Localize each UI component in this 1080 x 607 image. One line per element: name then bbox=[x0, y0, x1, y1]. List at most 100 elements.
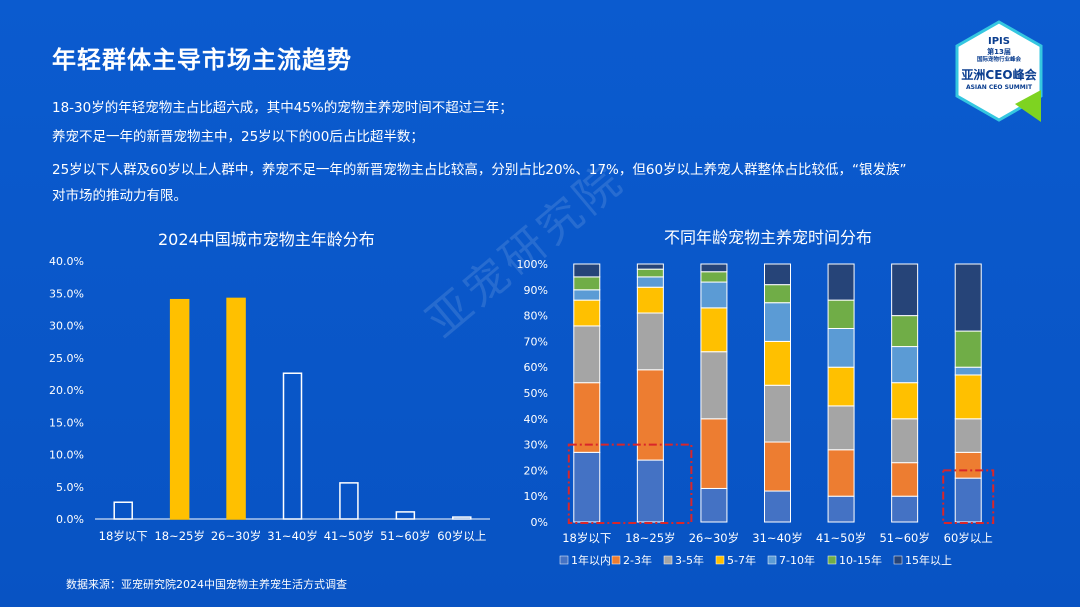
logo-ipis: IPIS bbox=[988, 36, 1010, 47]
stacked-segment bbox=[891, 382, 919, 420]
y-tick-label: 0.0% bbox=[56, 513, 84, 526]
stacked-segment bbox=[764, 490, 791, 523]
legend-label: 3-5年 bbox=[675, 553, 704, 567]
stacked-segment bbox=[636, 459, 664, 523]
x-tick-label: 41~50岁 bbox=[816, 531, 866, 545]
stacked-segment bbox=[573, 382, 601, 453]
bar bbox=[395, 511, 416, 520]
stacked-segment bbox=[764, 384, 791, 443]
legend-swatch bbox=[715, 555, 725, 565]
y-tick-label: 25.0% bbox=[49, 352, 84, 365]
stacked-segment bbox=[891, 418, 919, 464]
stacked-segment bbox=[700, 351, 728, 420]
x-tick-label: 60岁以上 bbox=[437, 529, 486, 543]
stacked-segment bbox=[573, 325, 601, 384]
y-tick-label: 100% bbox=[517, 258, 548, 271]
x-tick-label: 41~50岁 bbox=[324, 529, 374, 543]
x-tick-label: 51~60岁 bbox=[879, 531, 929, 545]
stacked-segment bbox=[827, 263, 855, 301]
x-tick-label: 31~40岁 bbox=[752, 531, 802, 545]
stacked-segment bbox=[891, 315, 919, 348]
stacked-segment bbox=[891, 462, 919, 497]
stacked-segment bbox=[891, 346, 919, 384]
stacked-segment bbox=[827, 449, 855, 497]
stacked-segment bbox=[700, 487, 728, 523]
stacked-segment bbox=[764, 441, 791, 492]
legend-label: 10-15年 bbox=[839, 553, 882, 567]
legend-label: 5-7年 bbox=[727, 553, 756, 567]
x-tick-label: 18岁以下 bbox=[99, 529, 148, 543]
x-tick-label: 51~60岁 bbox=[380, 529, 430, 543]
stacked-segment bbox=[891, 495, 919, 523]
stacked-segment bbox=[573, 289, 601, 301]
stacked-segment bbox=[764, 284, 791, 304]
y-tick-label: 50% bbox=[524, 387, 548, 400]
highlight-box bbox=[942, 469, 995, 524]
y-tick-label: 20% bbox=[524, 464, 548, 477]
stacked-segment bbox=[700, 281, 728, 309]
y-tick-label: 30.0% bbox=[49, 320, 84, 333]
stacked-segment bbox=[954, 477, 982, 523]
stacked-segment bbox=[700, 418, 728, 489]
bar bbox=[452, 516, 472, 520]
stacked-segment bbox=[764, 263, 791, 286]
stacked-segment bbox=[636, 268, 664, 278]
summary-line-3: 25岁以下人群及60岁以上人群中，养宠不足一年的新晋宠物主占比较高，分别占比20… bbox=[52, 162, 907, 178]
stacked-segment bbox=[827, 405, 855, 451]
stacked-segment bbox=[764, 302, 791, 342]
summary-line-4: 对市场的推动力有限。 bbox=[52, 188, 187, 204]
legend-swatch bbox=[767, 555, 777, 565]
y-tick-label: 5.0% bbox=[56, 481, 84, 494]
summary-line-1: 18-30岁的年轻宠物主占比超六成，其中45%的宠物主养宠时间不超过三年； bbox=[52, 100, 513, 116]
bar bbox=[169, 298, 190, 520]
y-tick-label: 70% bbox=[524, 335, 548, 348]
legend-label: 7-10年 bbox=[779, 553, 815, 567]
stacked-segment bbox=[573, 299, 601, 327]
y-tick-label: 35.0% bbox=[49, 287, 84, 300]
legend-swatch bbox=[611, 555, 621, 565]
stacked-segment bbox=[700, 271, 728, 283]
logo-edition: 第13届 bbox=[987, 48, 1011, 56]
y-tick-label: 90% bbox=[524, 284, 548, 297]
x-tick-label: 26~30岁 bbox=[211, 529, 261, 543]
legend-label: 1年以内 bbox=[571, 553, 611, 567]
stacked-segment bbox=[573, 263, 601, 278]
legend-swatch bbox=[827, 555, 837, 565]
y-tick-label: 20.0% bbox=[49, 384, 84, 397]
stacked-segment bbox=[954, 418, 982, 453]
x-tick-label: 18~25岁 bbox=[154, 529, 204, 543]
x-tick-label: 60岁以上 bbox=[944, 531, 993, 545]
stacked-segment bbox=[764, 340, 791, 386]
summit-logo bbox=[955, 20, 1043, 122]
y-tick-label: 40% bbox=[524, 413, 548, 426]
chart1-title: 2024中国城市宠物主年龄分布 bbox=[158, 230, 375, 249]
y-tick-label: 30% bbox=[524, 439, 548, 452]
stacked-segment bbox=[700, 263, 728, 273]
bar bbox=[113, 501, 133, 520]
stacked-segment bbox=[636, 369, 664, 461]
y-tick-label: 0% bbox=[531, 516, 548, 529]
stacked-segment bbox=[827, 366, 855, 407]
y-tick-label: 40.0% bbox=[49, 255, 84, 268]
stacked-segment bbox=[954, 451, 982, 479]
stacked-segment bbox=[636, 286, 664, 314]
summary-line-2: 养宠不足一年的新晋宠物主中，25岁以下的00后占比超半数； bbox=[52, 129, 424, 145]
x-tick-label: 18岁以下 bbox=[562, 531, 611, 545]
page-title: 年轻群体主导市场主流趋势 bbox=[52, 46, 352, 74]
highlight-box bbox=[567, 443, 693, 525]
stacked-segment bbox=[954, 374, 982, 420]
y-tick-label: 10.0% bbox=[49, 449, 84, 462]
y-tick-label: 15.0% bbox=[49, 416, 84, 429]
stacked-segment bbox=[636, 276, 664, 288]
stacked-segment bbox=[636, 263, 664, 270]
stacked-segment bbox=[636, 312, 664, 371]
stacked-segment bbox=[954, 366, 982, 376]
stacked-segment bbox=[827, 299, 855, 329]
bar bbox=[339, 482, 359, 520]
chart2-title: 不同年龄宠物主养宠时间分布 bbox=[664, 228, 873, 247]
legend-swatch bbox=[893, 555, 903, 565]
stacked-segment bbox=[827, 495, 855, 523]
stacked-segment bbox=[573, 276, 601, 291]
